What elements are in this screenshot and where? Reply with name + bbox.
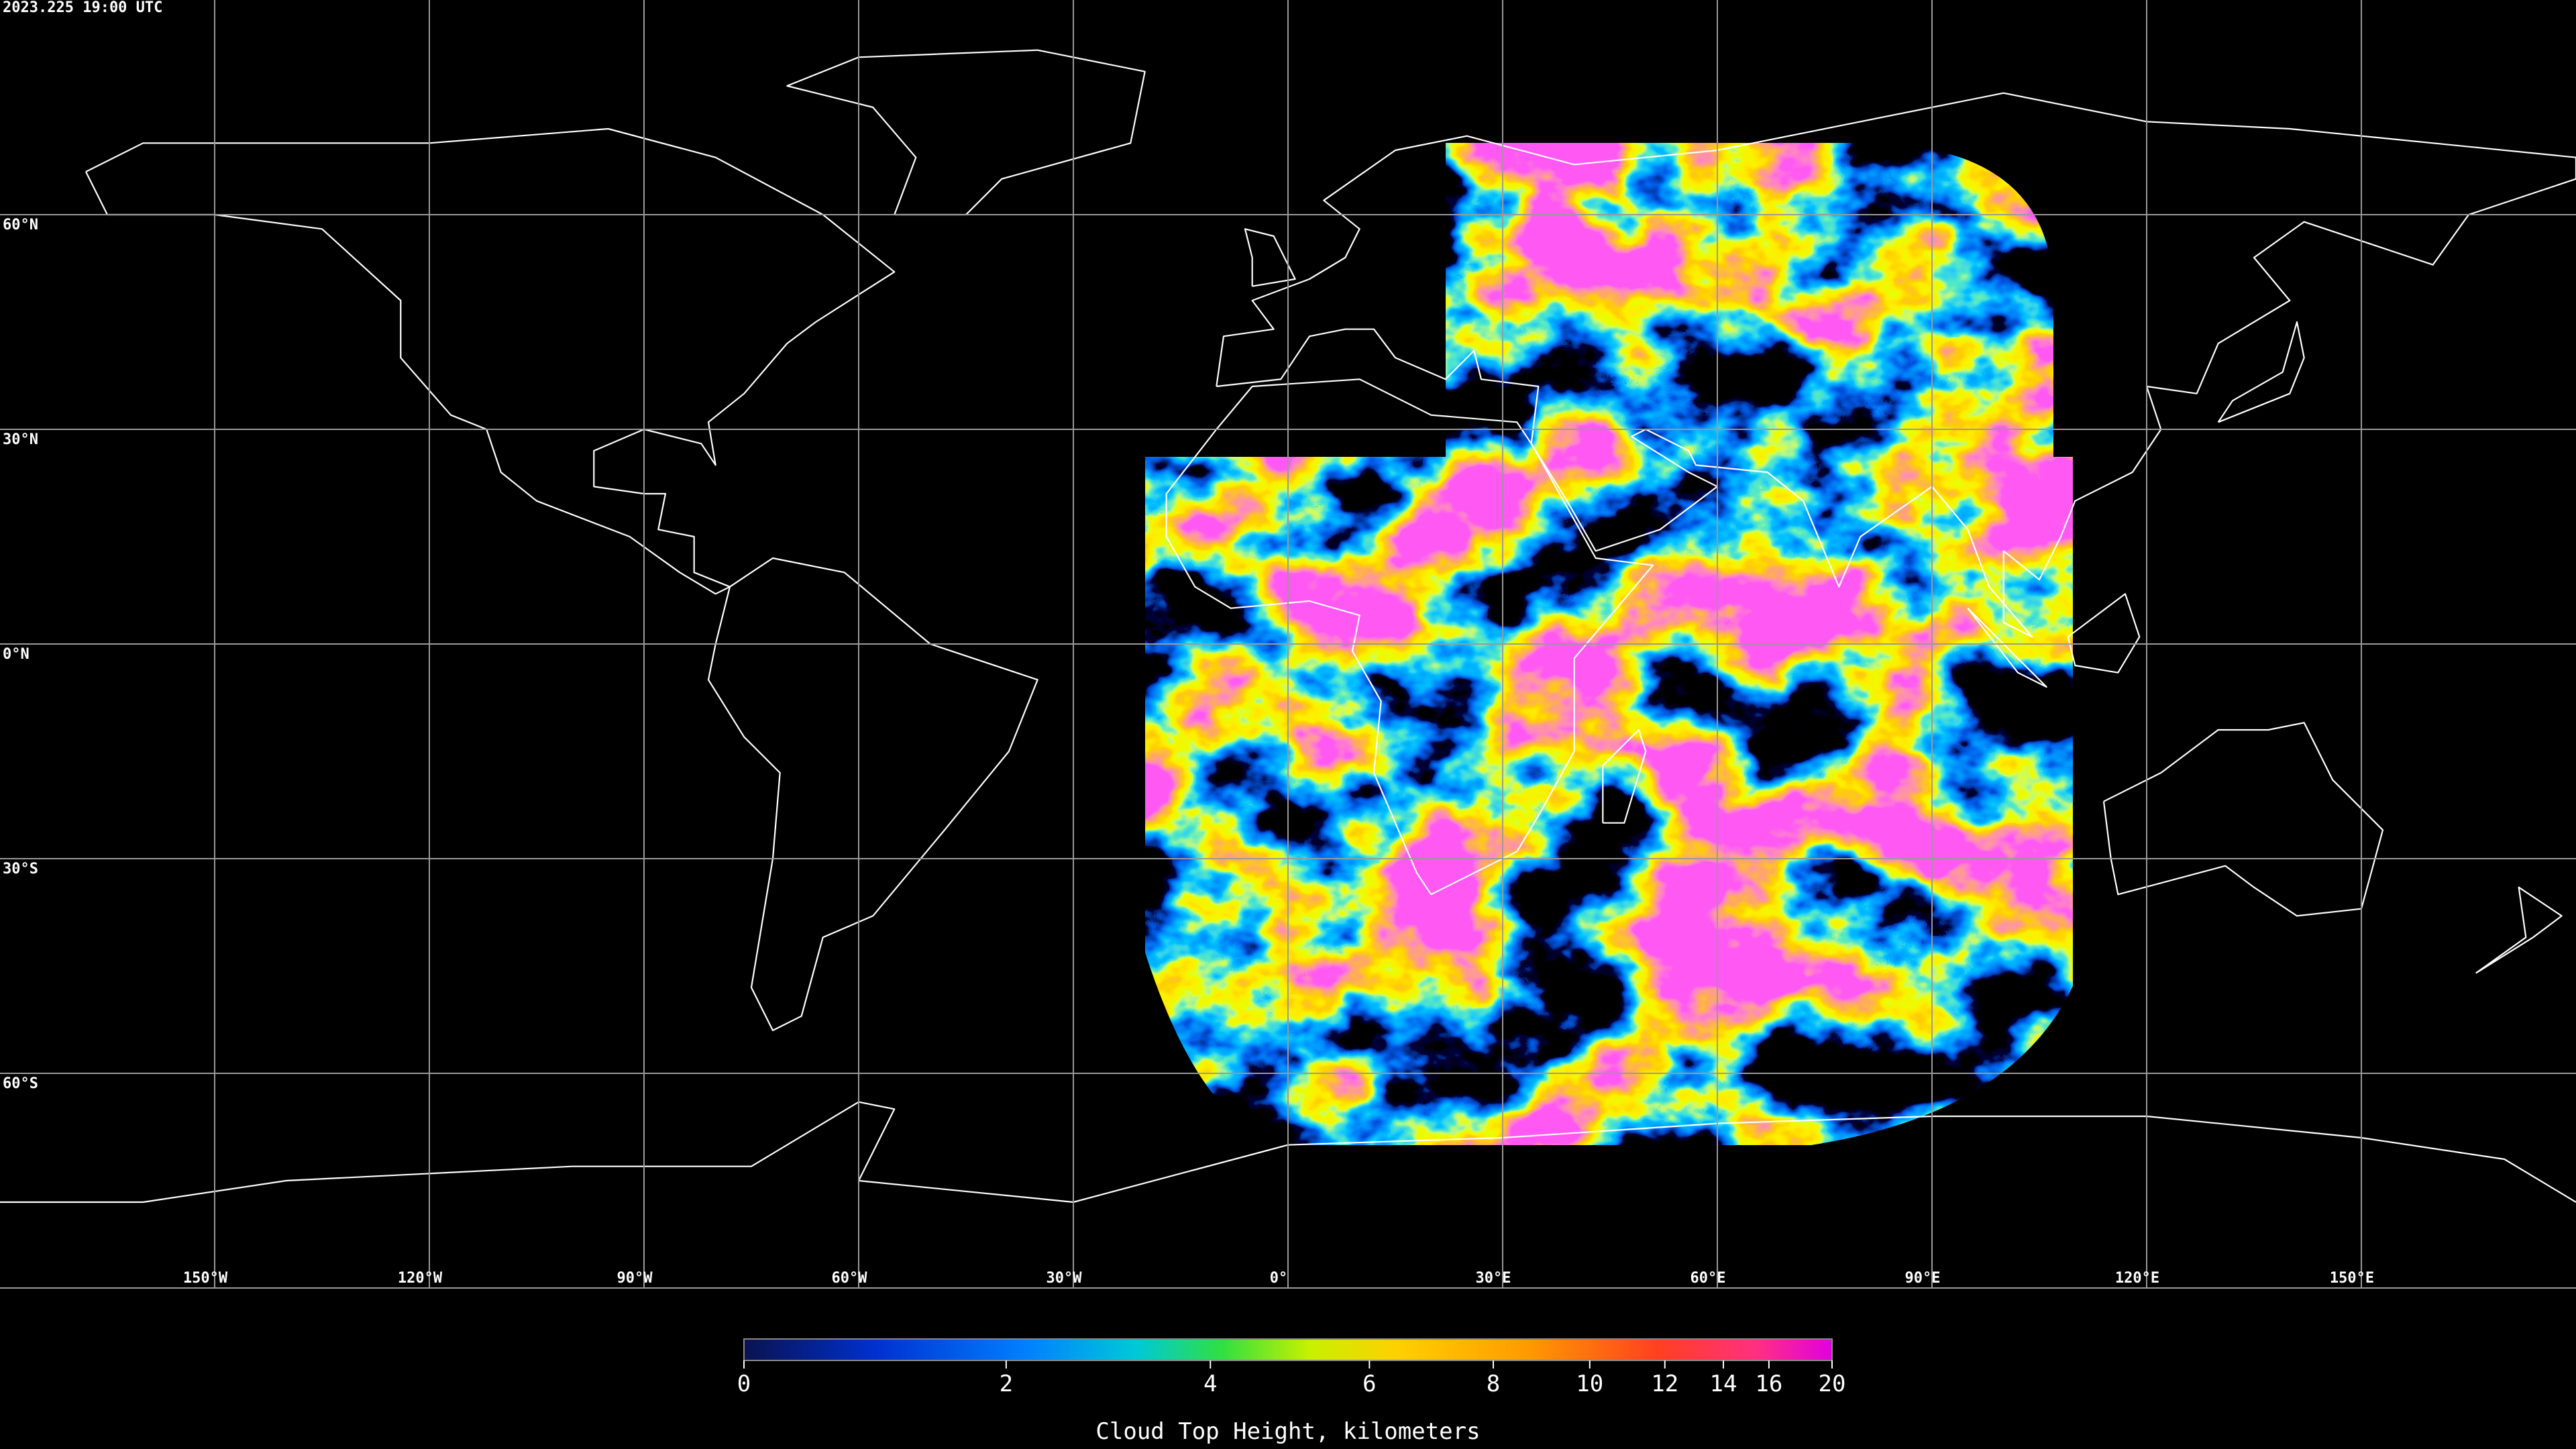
latitude-label: 0°N [3, 646, 30, 663]
timestamp: 2023.225 19:00 UTC [3, 0, 162, 16]
colorbar-tick-label: 0 [737, 1371, 751, 1397]
longitude-label: 0° [1270, 1270, 1288, 1287]
latitude-label: 60°S [3, 1075, 38, 1092]
longitude-label: 150°W [183, 1270, 228, 1287]
longitude-label: 90°E [1905, 1270, 1941, 1287]
colorbar-title: Cloud Top Height, kilometers [1095, 1418, 1480, 1445]
coastline [707, 557, 1038, 1032]
colorbar-tick-label: 12 [1651, 1371, 1678, 1397]
coastline [2217, 321, 2305, 423]
latitude-label: 30°N [3, 431, 38, 448]
colorbar-tick-label: 16 [1755, 1371, 1782, 1397]
coastline [85, 127, 896, 595]
colorbar-tick-label: 10 [1576, 1371, 1603, 1397]
coastline [2102, 722, 2384, 917]
longitude-label: 60°E [1690, 1270, 1726, 1287]
latitude-label: 60°N [3, 217, 38, 233]
coastline [1216, 92, 2576, 638]
coastline [1967, 607, 2047, 688]
longitude-label: 90°W [617, 1270, 653, 1287]
longitude-label: 30°W [1046, 1270, 1083, 1287]
coastline [2067, 593, 2141, 674]
coastline [2475, 886, 2563, 974]
colorbar-tick-label: 20 [1819, 1371, 1846, 1397]
colorbar-tick-label: 6 [1362, 1371, 1376, 1397]
longitude-label: 60°W [832, 1270, 868, 1287]
longitude-label: 30°E [1476, 1270, 1511, 1287]
longitude-label: 120°W [398, 1270, 443, 1287]
colorbar-tick-label: 4 [1203, 1371, 1217, 1397]
graticule: 60°N 30°N 0°N 30°S 60°S 150°W 120°W 90°W 60°W 30°… [0, 0, 2576, 1288]
longitude-label: 120°E [2115, 1270, 2159, 1287]
colorbar [743, 1338, 1833, 1361]
colorbar-tick-label: 14 [1710, 1371, 1737, 1397]
coastline [1165, 378, 1654, 896]
colorbar-tick-label: 2 [1000, 1371, 1013, 1397]
coastline [786, 49, 1146, 216]
colorbar-tick-label: 8 [1487, 1371, 1500, 1397]
longitude-label: 150°E [2330, 1270, 2374, 1287]
latitude-label: 30°S [3, 861, 38, 877]
coastline [1602, 729, 1647, 824]
